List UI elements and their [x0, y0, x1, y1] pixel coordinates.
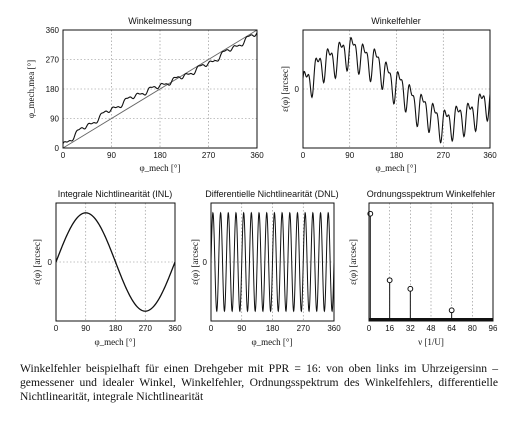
chart-winkelmessung: Winkelmessung 0 90 180 270 360 0 90 180 …: [26, 16, 264, 173]
x-axis-label: φ_mech [°]: [94, 337, 135, 347]
plot-frame: [210, 202, 335, 322]
x-axis-label: ν [1/U]: [418, 337, 444, 347]
x-tick-label: 90: [81, 324, 90, 333]
x-tick-label: 360: [327, 324, 341, 333]
x-tick-label: 270: [297, 324, 311, 333]
y-tick-label: 360: [46, 26, 60, 35]
y-axis-label: ε(φ) [arcsec]: [348, 239, 358, 285]
chart-title: Winkelfehler: [371, 16, 421, 26]
x-tick-label: 270: [202, 151, 216, 160]
x-ticks: 0 90 180 270 360: [209, 324, 341, 333]
x-tick-label: 270: [139, 324, 153, 333]
x-tick-label: 360: [483, 151, 497, 160]
y-axis-label: ε(φ) [arcsec]: [280, 66, 290, 112]
x-tick-label: 180: [153, 151, 167, 160]
x-tick-label: 360: [168, 324, 182, 333]
x-tick-label: 0: [209, 324, 214, 333]
y-ticks: 0 90 180 270 360: [46, 26, 60, 153]
series-dnl: [211, 211, 334, 313]
x-tick-label: 48: [427, 324, 436, 333]
chart-title: Ordnungsspektrum Winkelfehler: [367, 189, 496, 199]
x-axis-label: φ_mech [°]: [375, 163, 416, 173]
x-tick-label: 0: [367, 324, 372, 333]
x-axis-label: φ_mech [°]: [139, 163, 180, 173]
x-tick-label: 32: [406, 324, 415, 333]
y-tick-label: 0: [55, 144, 60, 153]
plot-frame: [368, 202, 494, 322]
x-ticks: 0 90 180 270 360: [301, 151, 497, 160]
x-ticks: 0 90 180 270 360: [54, 324, 182, 333]
y-tick-label: 0: [203, 258, 208, 267]
figure-caption: Winkelfehler beispielhaft für einen Dreh…: [20, 362, 498, 403]
chart-dnl: Differentielle Nichtlinearität (DNL) 0 9…: [190, 189, 341, 347]
chart-title: Integrale Nichtlinearität (INL): [58, 189, 173, 199]
x-axis-label: φ_mech [°]: [251, 337, 292, 347]
plot-frame: [55, 202, 176, 322]
plot-frame: [302, 29, 491, 149]
chart-inl: Integrale Nichtlinearität (INL) 0 90 180…: [32, 189, 182, 347]
y-axis-label: φ_mech,mea [°]: [26, 60, 36, 118]
y-tick-label: 90: [50, 115, 59, 124]
plot-frame: [62, 29, 258, 149]
x-tick-label: 360: [250, 151, 264, 160]
grid: [303, 30, 490, 148]
y-tick-label: 270: [46, 56, 60, 65]
x-tick-label: 180: [390, 151, 404, 160]
spectrum-marker: [407, 285, 414, 292]
series-ideal-angle: [63, 30, 257, 148]
grid: [63, 30, 257, 148]
x-tick-label: 90: [107, 151, 116, 160]
x-ticks: 0 16 32 48 64 80 96: [367, 324, 498, 333]
y-tick-label: 180: [46, 85, 60, 94]
x-tick-label: 80: [468, 324, 477, 333]
x-tick-label: 0: [61, 151, 66, 160]
series-angle-error: [303, 36, 490, 144]
chart-title: Winkelmessung: [128, 16, 192, 26]
spectrum-marker: [386, 277, 393, 284]
chart-title: Differentielle Nichtlinearität (DNL): [205, 189, 338, 199]
series-inl: [56, 212, 175, 312]
x-ticks: 0 90 180 270 360: [61, 151, 264, 160]
y-axis-label: ε(φ) [arcsec]: [32, 239, 42, 285]
x-tick-label: 16: [385, 324, 394, 333]
series-measured-angle: [63, 32, 257, 144]
x-tick-label: 90: [345, 151, 354, 160]
y-axis-label: ε(φ) [arcsec]: [190, 239, 200, 285]
chart-winkelfehler: Winkelfehler 0 90 180 270 360 0 φ_mech […: [280, 16, 497, 173]
x-tick-label: 64: [447, 324, 456, 333]
spectrum-marker: [448, 307, 455, 314]
x-tick-label: 96: [489, 324, 498, 333]
y-tick-label: 0: [48, 258, 53, 267]
x-tick-label: 90: [237, 324, 246, 333]
x-tick-label: 0: [301, 151, 306, 160]
x-tick-label: 180: [266, 324, 280, 333]
x-tick-label: 180: [109, 324, 123, 333]
grid: [211, 203, 334, 321]
grid: [389, 203, 473, 321]
x-tick-label: 0: [54, 324, 59, 333]
chart-ordnungsspektrum: Ordnungsspektrum Winkelfehler 0 16 32 48…: [348, 189, 498, 347]
y-tick-label: 0: [295, 85, 300, 94]
spectrum-stems: [367, 210, 493, 321]
x-tick-label: 270: [437, 151, 451, 160]
